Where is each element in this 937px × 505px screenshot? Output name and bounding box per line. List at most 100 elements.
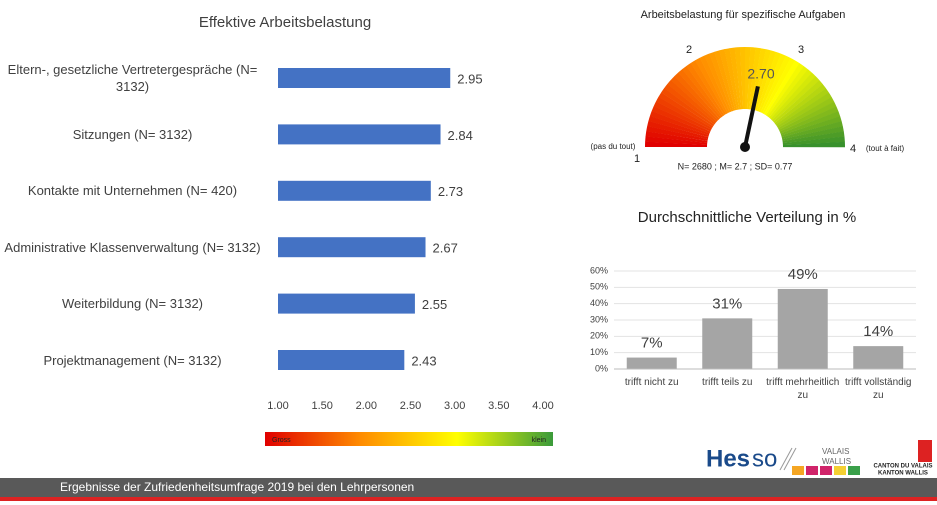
gauge-segment bbox=[782, 126, 844, 142]
y-tick-label: 60% bbox=[590, 265, 608, 275]
x-tick-label: 1.00 bbox=[267, 400, 288, 412]
scale-high: klein bbox=[532, 437, 547, 444]
bar bbox=[278, 350, 405, 370]
logo-slash bbox=[779, 447, 793, 471]
gauge-segment bbox=[745, 47, 751, 110]
gauge-segment bbox=[734, 47, 744, 110]
gauge-segment bbox=[647, 120, 709, 140]
logo-icon bbox=[820, 466, 832, 475]
logo-brand: Hes bbox=[706, 445, 750, 472]
gauge-segment bbox=[777, 97, 835, 130]
gauge-segment bbox=[667, 79, 717, 124]
gauge-segment bbox=[754, 50, 777, 111]
gauge-segment bbox=[765, 63, 804, 117]
x-tick-label: 4.00 bbox=[532, 400, 553, 412]
gauge-needle bbox=[743, 85, 760, 148]
logo-canton: CANTON DU VALAIS bbox=[873, 464, 932, 470]
logo-brand: so bbox=[752, 445, 777, 472]
value-label: 49% bbox=[788, 266, 818, 283]
value-label: 31% bbox=[712, 295, 742, 312]
scale-bar bbox=[265, 432, 553, 446]
gauge-segment bbox=[748, 47, 761, 110]
gauge-segment bbox=[655, 96, 713, 130]
gauge-segment bbox=[678, 69, 722, 119]
y-tick-label: 20% bbox=[590, 331, 608, 341]
logo-icon bbox=[806, 466, 818, 475]
footer-band bbox=[0, 478, 937, 497]
gauge-segment bbox=[775, 88, 830, 127]
gauge-segment bbox=[782, 131, 845, 144]
gauge-segment bbox=[774, 84, 827, 125]
bar bbox=[777, 288, 828, 369]
logo-icon bbox=[792, 466, 804, 475]
bar bbox=[278, 180, 431, 201]
category-label: trifft teils zu bbox=[702, 377, 753, 388]
logo-canton: KANTON WALLIS bbox=[878, 471, 928, 477]
value-label: 2.55 bbox=[422, 297, 447, 312]
scale-low: Gross bbox=[272, 437, 291, 444]
gauge-segment bbox=[781, 121, 843, 140]
category-label: Eltern-, gesetzliche Vertretergespräche … bbox=[7, 62, 258, 94]
value-label: 2.43 bbox=[411, 353, 436, 368]
gauge-segment bbox=[760, 55, 791, 114]
gauge-segment bbox=[690, 60, 727, 116]
gauge-segment bbox=[704, 53, 732, 113]
gauge-segment bbox=[767, 66, 809, 118]
y-tick-label: 40% bbox=[590, 298, 608, 308]
gauge-segment bbox=[782, 141, 845, 148]
x-tick-label: 3.50 bbox=[488, 400, 509, 412]
gauge-segment bbox=[756, 51, 782, 112]
bar bbox=[853, 346, 904, 369]
gauge-segment bbox=[709, 51, 734, 112]
gauge-tick-label: 1 bbox=[634, 153, 640, 165]
footer-line bbox=[0, 497, 937, 501]
gauge-segment bbox=[682, 65, 723, 118]
value-label: 2.67 bbox=[433, 241, 458, 256]
x-tick-label: 3.00 bbox=[444, 400, 465, 412]
value-label: 2.84 bbox=[448, 128, 473, 143]
gauge-segment bbox=[773, 80, 823, 124]
x-tick-label: 1.50 bbox=[311, 400, 332, 412]
y-tick-label: 50% bbox=[590, 282, 608, 292]
gauge-segment bbox=[674, 72, 720, 121]
gauge-segment bbox=[645, 141, 708, 147]
gauge-segment bbox=[768, 69, 813, 119]
logo-icon bbox=[834, 466, 846, 475]
canton-flag bbox=[918, 440, 932, 462]
gauge-segment bbox=[770, 72, 816, 121]
gauge-segment bbox=[746, 47, 756, 110]
category-label: trifft nicht zu bbox=[624, 377, 679, 388]
value-label: 7% bbox=[641, 335, 663, 352]
value-label: 14% bbox=[863, 323, 893, 340]
gauge-segment bbox=[645, 136, 708, 146]
bar bbox=[278, 237, 426, 258]
gauge-segment bbox=[653, 101, 712, 132]
bar bbox=[278, 68, 451, 88]
bar bbox=[278, 293, 415, 314]
bar bbox=[702, 318, 753, 369]
gauge-segment bbox=[651, 106, 711, 134]
chart-title: Durchschnittliche Verteilung in % bbox=[638, 209, 856, 226]
category-label: Kontakte mit Unternehmen (N= 420) bbox=[27, 183, 238, 199]
value-label: 2.95 bbox=[457, 71, 482, 86]
category-label: Weiterbildung (N= 3132) bbox=[61, 296, 204, 312]
gauge-value-label: 2.70 bbox=[747, 66, 774, 82]
gauge-segment bbox=[661, 88, 715, 127]
gauge-tick-label: 3 bbox=[798, 44, 804, 56]
gauge-segment bbox=[719, 49, 738, 111]
gauge-segment bbox=[695, 57, 728, 115]
gauge-segment bbox=[739, 47, 746, 110]
gauge-segment bbox=[782, 136, 845, 146]
logo-region: WALLIS bbox=[822, 457, 851, 466]
gauge-segment bbox=[729, 47, 742, 110]
logo-slash bbox=[783, 447, 797, 471]
gauge-note: N= 2680 ; M= 2.7 ; SD= 0.77 bbox=[678, 161, 793, 171]
gauge-segment bbox=[724, 48, 740, 110]
gauge-segment bbox=[664, 83, 716, 125]
chart-title: Arbeitsbelastung für spezifische Aufgabe… bbox=[641, 9, 846, 21]
gauge-segment bbox=[658, 92, 714, 128]
gauge-segment bbox=[776, 92, 832, 129]
gauge-segment bbox=[649, 110, 710, 136]
gauge-hub bbox=[740, 142, 750, 152]
